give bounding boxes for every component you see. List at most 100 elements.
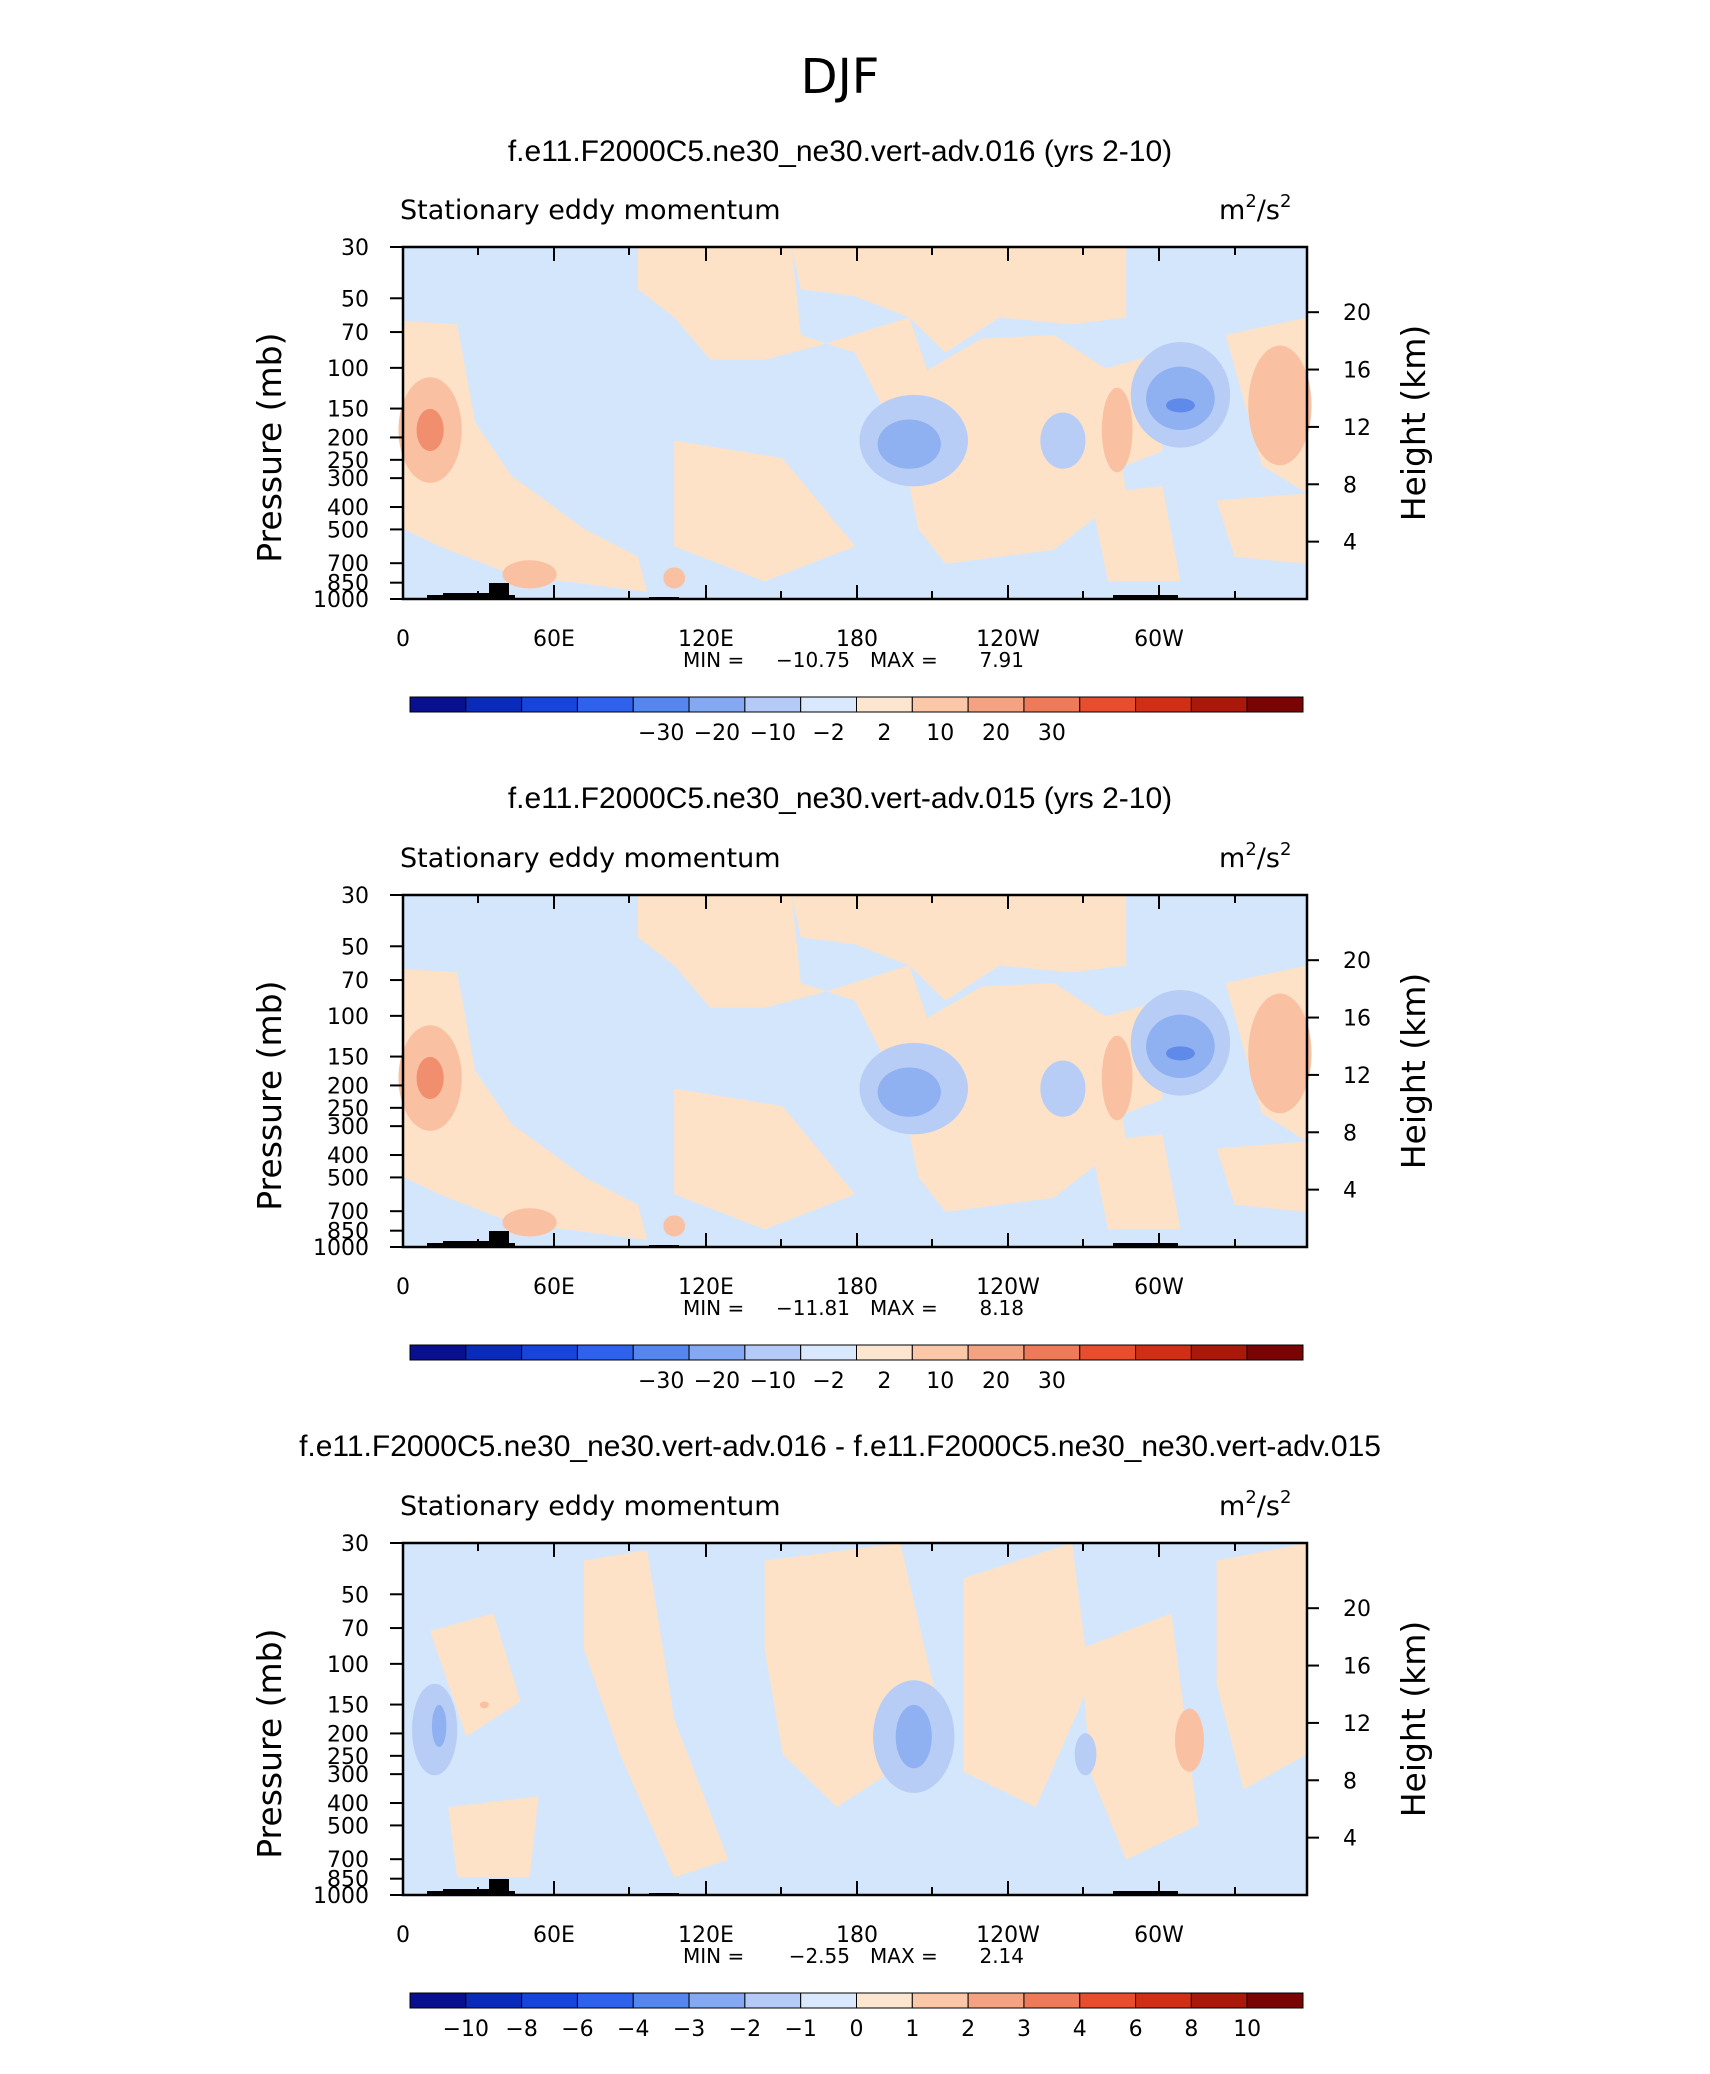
positive-region: [663, 567, 686, 589]
colorbar-tick-label: −30: [638, 721, 684, 746]
colorbar-tick-label: −2: [812, 721, 844, 746]
field-region: [403, 320, 648, 592]
chart-subtitle: Stationary eddy momentum: [400, 1491, 781, 1522]
colorbar-box: [576, 696, 634, 713]
colorbar-box: [688, 1992, 746, 2009]
chart-title: f.e11.F2000C5.ne30_ne30.vert-adv.015 (yr…: [508, 782, 1172, 815]
positive-region: [1101, 387, 1133, 473]
longitude-tick-label: 60E: [533, 1275, 575, 1300]
negative-region: [877, 419, 941, 469]
negative-region: [1040, 412, 1086, 469]
chart-panel: f.e11.F2000C5.ne30_ne30.vert-adv.016 (yr…: [250, 135, 1433, 746]
positive-region: [479, 1701, 489, 1709]
colorbar-box: [911, 696, 969, 713]
colorbar-box: [1190, 1344, 1248, 1361]
topography: [1113, 595, 1178, 599]
pressure-tick-label: 1000: [313, 1884, 369, 1909]
field-region: [1216, 493, 1307, 564]
colorbar-box: [911, 1992, 969, 2009]
pressure-tick-label: 200: [327, 1722, 369, 1747]
longitude-tick-label: 120E: [678, 1923, 734, 1948]
field-region: [1216, 1543, 1307, 1790]
positive-region: [502, 560, 557, 589]
longitude-tick-label: 60W: [1134, 1275, 1184, 1300]
colorbar-box: [409, 1344, 467, 1361]
colorbar-box: [856, 1344, 913, 1361]
pressure-tick-label: 1000: [313, 588, 369, 613]
field-region: [791, 895, 1127, 1001]
longitude-tick-label: 60W: [1134, 627, 1184, 652]
colorbar-tick-label: −20: [694, 1369, 740, 1394]
longitude-tick-label: 0: [396, 627, 410, 652]
field-region: [1081, 1613, 1199, 1860]
pressure-tick-label: 250: [327, 1097, 369, 1122]
height-tick-label: 4: [1343, 531, 1357, 556]
pressure-tick-label: 70: [341, 321, 369, 346]
colorbar-tick-label: −4: [617, 2017, 649, 2042]
contour-field: [398, 895, 1312, 1247]
pressure-tick-label: 250: [327, 1745, 369, 1770]
units-part: 2: [1245, 1487, 1256, 1508]
field-region: [403, 968, 648, 1240]
colorbar-tick-label: −3: [673, 2017, 705, 2042]
field-region: [674, 440, 855, 582]
longitude-tick-label: 120W: [976, 1275, 1040, 1300]
longitude-tick-label: 180: [836, 1275, 878, 1300]
field-region: [583, 1550, 729, 1878]
pressure-tick-label: 850: [327, 1220, 369, 1245]
pressure-tick-label: 500: [327, 1814, 369, 1839]
units-label: m2/s2: [1219, 839, 1291, 874]
chart-panel: f.e11.F2000C5.ne30_ne30.vert-adv.016 - f…: [250, 1430, 1433, 2042]
colorbar-box: [1246, 696, 1304, 713]
min-label: MIN =: [683, 1296, 744, 1320]
longitude-tick-label: 120W: [976, 1923, 1040, 1948]
min-label: MIN =: [683, 1944, 744, 1968]
longitude-tick-label: 60E: [533, 627, 575, 652]
colorbar-box: [856, 1992, 913, 2009]
colorbar-box: [688, 696, 746, 713]
height-tick-label: 8: [1343, 1769, 1357, 1794]
field-region: [638, 247, 1127, 564]
chart-title: f.e11.F2000C5.ne30_ne30.vert-adv.016 - f…: [299, 1430, 1381, 1463]
plot-frame: [401, 245, 1309, 601]
height-tick-label: 8: [1343, 1121, 1357, 1146]
units-part: 2: [1245, 839, 1256, 860]
pressure-tick-label: 50: [341, 287, 369, 312]
pressure-tick-label: 100: [327, 357, 369, 382]
units-label: m2/s2: [1219, 1487, 1291, 1522]
units-part: 2: [1280, 191, 1291, 212]
pressure-tick-label: 150: [327, 1694, 369, 1719]
colorbar-box: [1079, 696, 1137, 713]
units-part: /s: [1257, 843, 1280, 874]
negative-min-region: [1165, 398, 1195, 413]
units-part: m: [1219, 1491, 1245, 1522]
pressure-tick-label: 100: [327, 1005, 369, 1030]
colorbar-tick-label: 8: [1184, 2017, 1198, 2042]
pressure-tick-label: 70: [341, 969, 369, 994]
colorbar-tick-label: 6: [1129, 2017, 1143, 2042]
pressure-tick-label: 400: [327, 1792, 369, 1817]
colorbar-box: [1190, 1992, 1248, 2009]
colorbar-box: [967, 696, 1025, 713]
contour-field: [403, 1543, 1307, 1895]
colorbar-box: [688, 1344, 746, 1361]
y-axis-label-right: Height (km): [1394, 973, 1433, 1170]
colorbar-tick-label: −10: [750, 1369, 796, 1394]
negative-region: [1074, 1733, 1097, 1776]
positive-region: [1248, 993, 1312, 1114]
min-value: −10.75: [776, 648, 850, 672]
colorbar-tick-label: 3: [1017, 2017, 1031, 2042]
y-axis-label-left: Pressure (mb): [250, 1629, 289, 1859]
pressure-tick-label: 500: [327, 518, 369, 543]
colorbar-box: [632, 1992, 690, 2009]
colorbar-box: [521, 1344, 578, 1361]
colorbar-box: [632, 696, 690, 713]
units-part: m: [1219, 843, 1245, 874]
pressure-tick-label: 850: [327, 1868, 369, 1893]
height-tick-label: 12: [1343, 416, 1371, 441]
height-tick-label: 4: [1343, 1827, 1357, 1852]
topography: [1113, 1891, 1178, 1895]
field-region: [963, 1543, 1090, 1807]
colorbar-box: [911, 1344, 969, 1361]
